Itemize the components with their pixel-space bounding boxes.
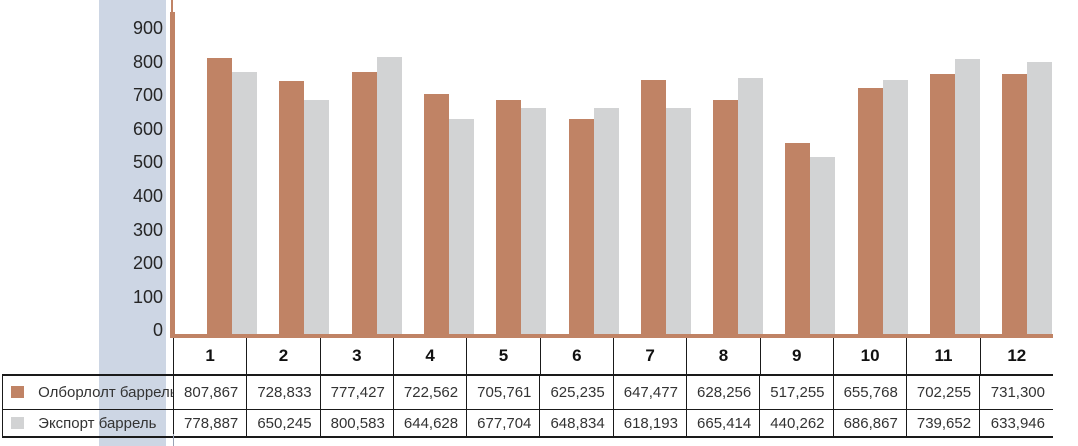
table-cell: 618,193 [612,409,687,437]
table-cell: 677,704 [466,409,540,437]
bar-series2-month-4 [449,119,474,334]
y-axis-line-stub [171,0,173,12]
bar-series2-month-7 [666,108,691,334]
legend-swatch-eksport [11,416,24,429]
x-axis-label: 5 [466,338,539,374]
bar-series1-month-11 [930,74,955,334]
table-cell: 722,562 [392,375,467,410]
bar-series2-month-10 [883,80,908,334]
table-cell: 633,946 [979,409,1053,437]
table-row-olborlolt: Олборлолт баррель 807,867 728,833 777,427 7… [2,375,1053,410]
x-axis-label: 4 [392,338,466,374]
bar-series2-month-2 [304,100,329,334]
y-axis-tick-label: 200 [132,253,163,274]
y-axis-tick-label: 0 [152,320,163,341]
column-guide-tick [173,434,174,446]
bar-series1-month-3 [352,72,377,334]
table-cell: 731,300 [979,375,1053,410]
table-cell: 517,255 [759,375,834,410]
bar-series1-month-6 [569,119,594,334]
data-table: Олборлолт баррель 807,867 728,833 777,427 7… [2,374,1053,438]
bar-series1-month-7 [641,80,666,334]
bar-series2-month-11 [955,59,980,334]
bar-series1-month-12 [1002,74,1027,334]
y-axis-tick-label: 100 [132,286,163,307]
table-cell: 702,255 [905,375,980,410]
bar-series2-month-12 [1027,62,1052,334]
table-cell: 648,834 [539,409,614,437]
plot-area [207,57,1052,334]
table-cell: 644,628 [392,409,467,437]
table-cell: 739,652 [905,409,980,437]
table-cell: 777,427 [319,375,394,410]
y-axis-tick-label: 700 [132,85,163,106]
x-axis-label: 10 [832,338,906,374]
bar-series2-month-8 [738,78,763,334]
x-axis-label: 7 [612,338,686,374]
y-axis-tick-label: 400 [132,186,163,206]
bar-series2-month-9 [810,157,835,334]
bar-series1-month-9 [785,143,810,334]
x-axis-label: 3 [319,338,393,374]
table-cell: 628,256 [685,375,760,410]
legend-label-olborlolt: Олборлолт баррель [38,384,174,401]
bar-series1-month-2 [279,81,304,334]
legend-swatch-olborlolt [11,386,24,398]
x-axis-label: 1 [173,338,246,374]
table-cell: 686,867 [832,409,907,437]
table-cell: 778,887 [172,409,247,437]
x-axis-label: 2 [246,338,319,374]
bar-series2-month-5 [521,108,546,334]
x-axis: 1 2 3 4 5 6 7 8 9 10 11 12 [173,338,1053,374]
y-axis-line [170,12,175,338]
y-axis-tick-label: 500 [132,152,163,173]
x-axis-label: 12 [979,338,1053,374]
legend-label-eksport: Экспорт баррель [38,414,157,432]
table-cell: 655,768 [832,375,907,410]
bar-series2-month-1 [232,72,257,334]
y-axis-tick-label: 300 [132,219,163,240]
legend-cell-eksport: Экспорт баррель [3,410,174,438]
y-axis-tick-label: 900 [132,18,163,38]
table-cell: 440,262 [759,409,834,437]
table-cell: 728,833 [246,375,321,410]
bar-series1-month-10 [858,88,883,334]
table-cell: 807,867 [172,375,247,410]
bar-series1-month-1 [207,58,232,334]
table-cell: 705,761 [466,375,540,410]
x-axis-label: 8 [686,338,759,374]
x-axis-label: 6 [539,338,613,374]
bar-series1-month-5 [496,100,521,334]
table-cell: 625,235 [539,375,614,410]
y-axis-tick-label: 800 [132,51,163,72]
table-cell: 800,583 [319,409,394,437]
y-axis-band [99,0,166,446]
y-axis-tick-label: 600 [132,118,163,139]
x-axis-label: 11 [906,338,979,374]
bar-series1-month-8 [713,100,738,334]
bar-series1-month-4 [424,94,449,334]
x-axis-line [170,334,1053,338]
legend-cell-olborlolt: Олборлолт баррель [2,375,174,410]
table-cell: 665,414 [685,409,760,437]
table-cell: 650,245 [246,409,321,437]
x-axis-label: 9 [759,338,833,374]
bar-series2-month-3 [377,57,402,334]
table-row-eksport: Экспорт баррель 778,887 650,245 800,583 644… [3,409,1053,438]
table-cell: 647,477 [612,375,687,410]
bar-series2-month-6 [594,108,619,334]
